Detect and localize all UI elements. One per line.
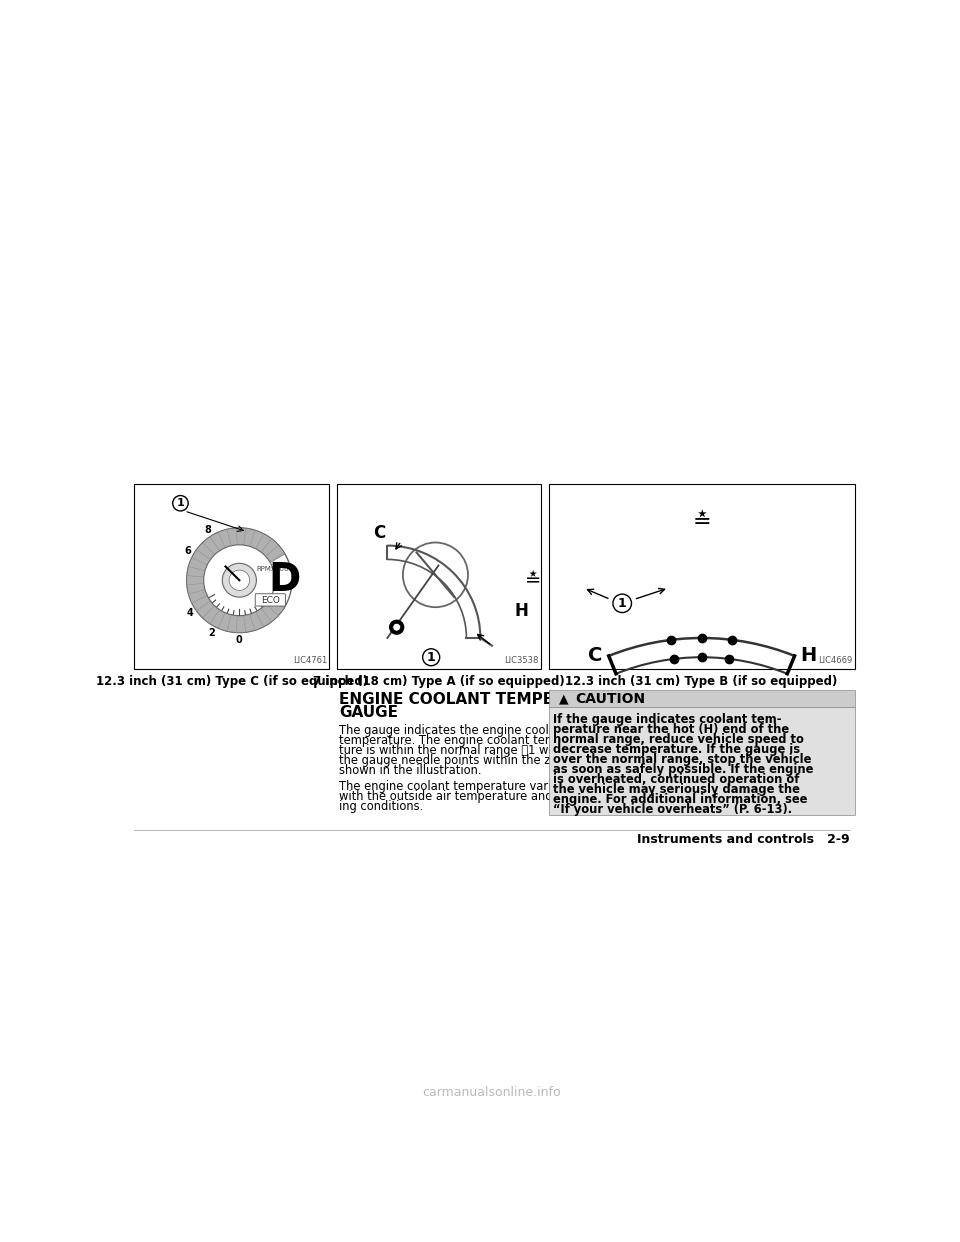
Circle shape	[422, 648, 440, 666]
Circle shape	[204, 545, 275, 616]
Text: “If your vehicle overheats” (P. 6-13).: “If your vehicle overheats” (P. 6-13).	[553, 802, 792, 816]
Circle shape	[403, 543, 468, 607]
Circle shape	[173, 496, 188, 510]
Text: 12.3 inch (31 cm) Type B (if so equipped): 12.3 inch (31 cm) Type B (if so equipped…	[565, 674, 838, 688]
Text: The engine coolant temperature varies: The engine coolant temperature varies	[339, 780, 564, 794]
Bar	[548, 484, 854, 668]
Text: C: C	[588, 646, 602, 666]
FancyBboxPatch shape	[255, 594, 285, 606]
Text: LIC3538: LIC3538	[504, 656, 539, 664]
Circle shape	[229, 570, 250, 590]
Text: ture is within the normal range ␱1 when: ture is within the normal range ␱1 when	[339, 744, 570, 758]
Text: ENGINE COOLANT TEMPERATURE: ENGINE COOLANT TEMPERATURE	[339, 692, 621, 707]
Text: is overheated, continued operation of: is overheated, continued operation of	[553, 773, 800, 786]
Text: C: C	[373, 524, 386, 542]
Text: 0: 0	[236, 635, 243, 645]
Circle shape	[393, 623, 400, 631]
Bar	[337, 484, 540, 668]
Text: 2: 2	[208, 627, 215, 637]
Text: normal range, reduce vehicle speed to: normal range, reduce vehicle speed to	[553, 733, 804, 745]
Text: ing conditions.: ing conditions.	[339, 800, 423, 814]
Circle shape	[223, 564, 256, 597]
Text: the vehicle may seriously damage the: the vehicle may seriously damage the	[553, 782, 800, 796]
Text: If the gauge indicates coolant tem-: If the gauge indicates coolant tem-	[553, 713, 781, 725]
Text: carmanualsonline.info: carmanualsonline.info	[422, 1086, 562, 1099]
Text: RPMx1000: RPMx1000	[256, 566, 294, 573]
Text: 1: 1	[618, 597, 627, 610]
Text: ▲: ▲	[560, 692, 569, 705]
Text: 8: 8	[204, 525, 211, 535]
Circle shape	[390, 620, 403, 635]
Circle shape	[186, 528, 292, 632]
Text: temperature. The engine coolant tempera-: temperature. The engine coolant tempera-	[339, 734, 587, 748]
Text: GAUGE: GAUGE	[339, 705, 398, 720]
Text: ECO: ECO	[261, 596, 279, 605]
Text: engine. For additional information, see: engine. For additional information, see	[553, 792, 807, 806]
Text: perature near the hot (H) end of the: perature near the hot (H) end of the	[553, 723, 789, 735]
Text: 12.3 inch (31 cm) Type C (if so equipped): 12.3 inch (31 cm) Type C (if so equipped…	[96, 674, 368, 688]
Text: 6: 6	[184, 545, 191, 555]
Text: with the outside air temperature and driv-: with the outside air temperature and dri…	[339, 790, 583, 804]
Text: LIC4761: LIC4761	[293, 656, 327, 664]
Text: as soon as safely possible. If the engine: as soon as safely possible. If the engin…	[553, 763, 814, 776]
Text: 1: 1	[177, 498, 184, 508]
Text: shown in the illustration.: shown in the illustration.	[339, 764, 482, 777]
Wedge shape	[186, 528, 285, 632]
FancyBboxPatch shape	[548, 691, 854, 707]
Text: over the normal range, stop the vehicle: over the normal range, stop the vehicle	[553, 753, 811, 766]
Text: 7 inch (18 cm) Type A (if so equipped): 7 inch (18 cm) Type A (if so equipped)	[313, 674, 564, 688]
Text: ≛: ≛	[692, 513, 711, 533]
Text: the gauge needle points within the zone: the gauge needle points within the zone	[339, 754, 572, 768]
Text: H: H	[801, 646, 817, 666]
Text: ≛: ≛	[525, 571, 541, 590]
Text: H: H	[515, 602, 528, 620]
FancyBboxPatch shape	[548, 707, 854, 815]
Text: CAUTION: CAUTION	[576, 692, 646, 705]
Text: Instruments and controls   2-9: Instruments and controls 2-9	[637, 833, 850, 846]
Text: 1: 1	[427, 651, 436, 663]
Text: D: D	[268, 561, 300, 599]
Text: LIC4669: LIC4669	[818, 656, 852, 664]
Text: decrease temperature. If the gauge is: decrease temperature. If the gauge is	[553, 743, 801, 755]
Text: 4: 4	[186, 609, 193, 619]
Text: The gauge indicates the engine coolant: The gauge indicates the engine coolant	[339, 724, 568, 738]
Circle shape	[612, 594, 632, 612]
Bar	[134, 484, 329, 668]
